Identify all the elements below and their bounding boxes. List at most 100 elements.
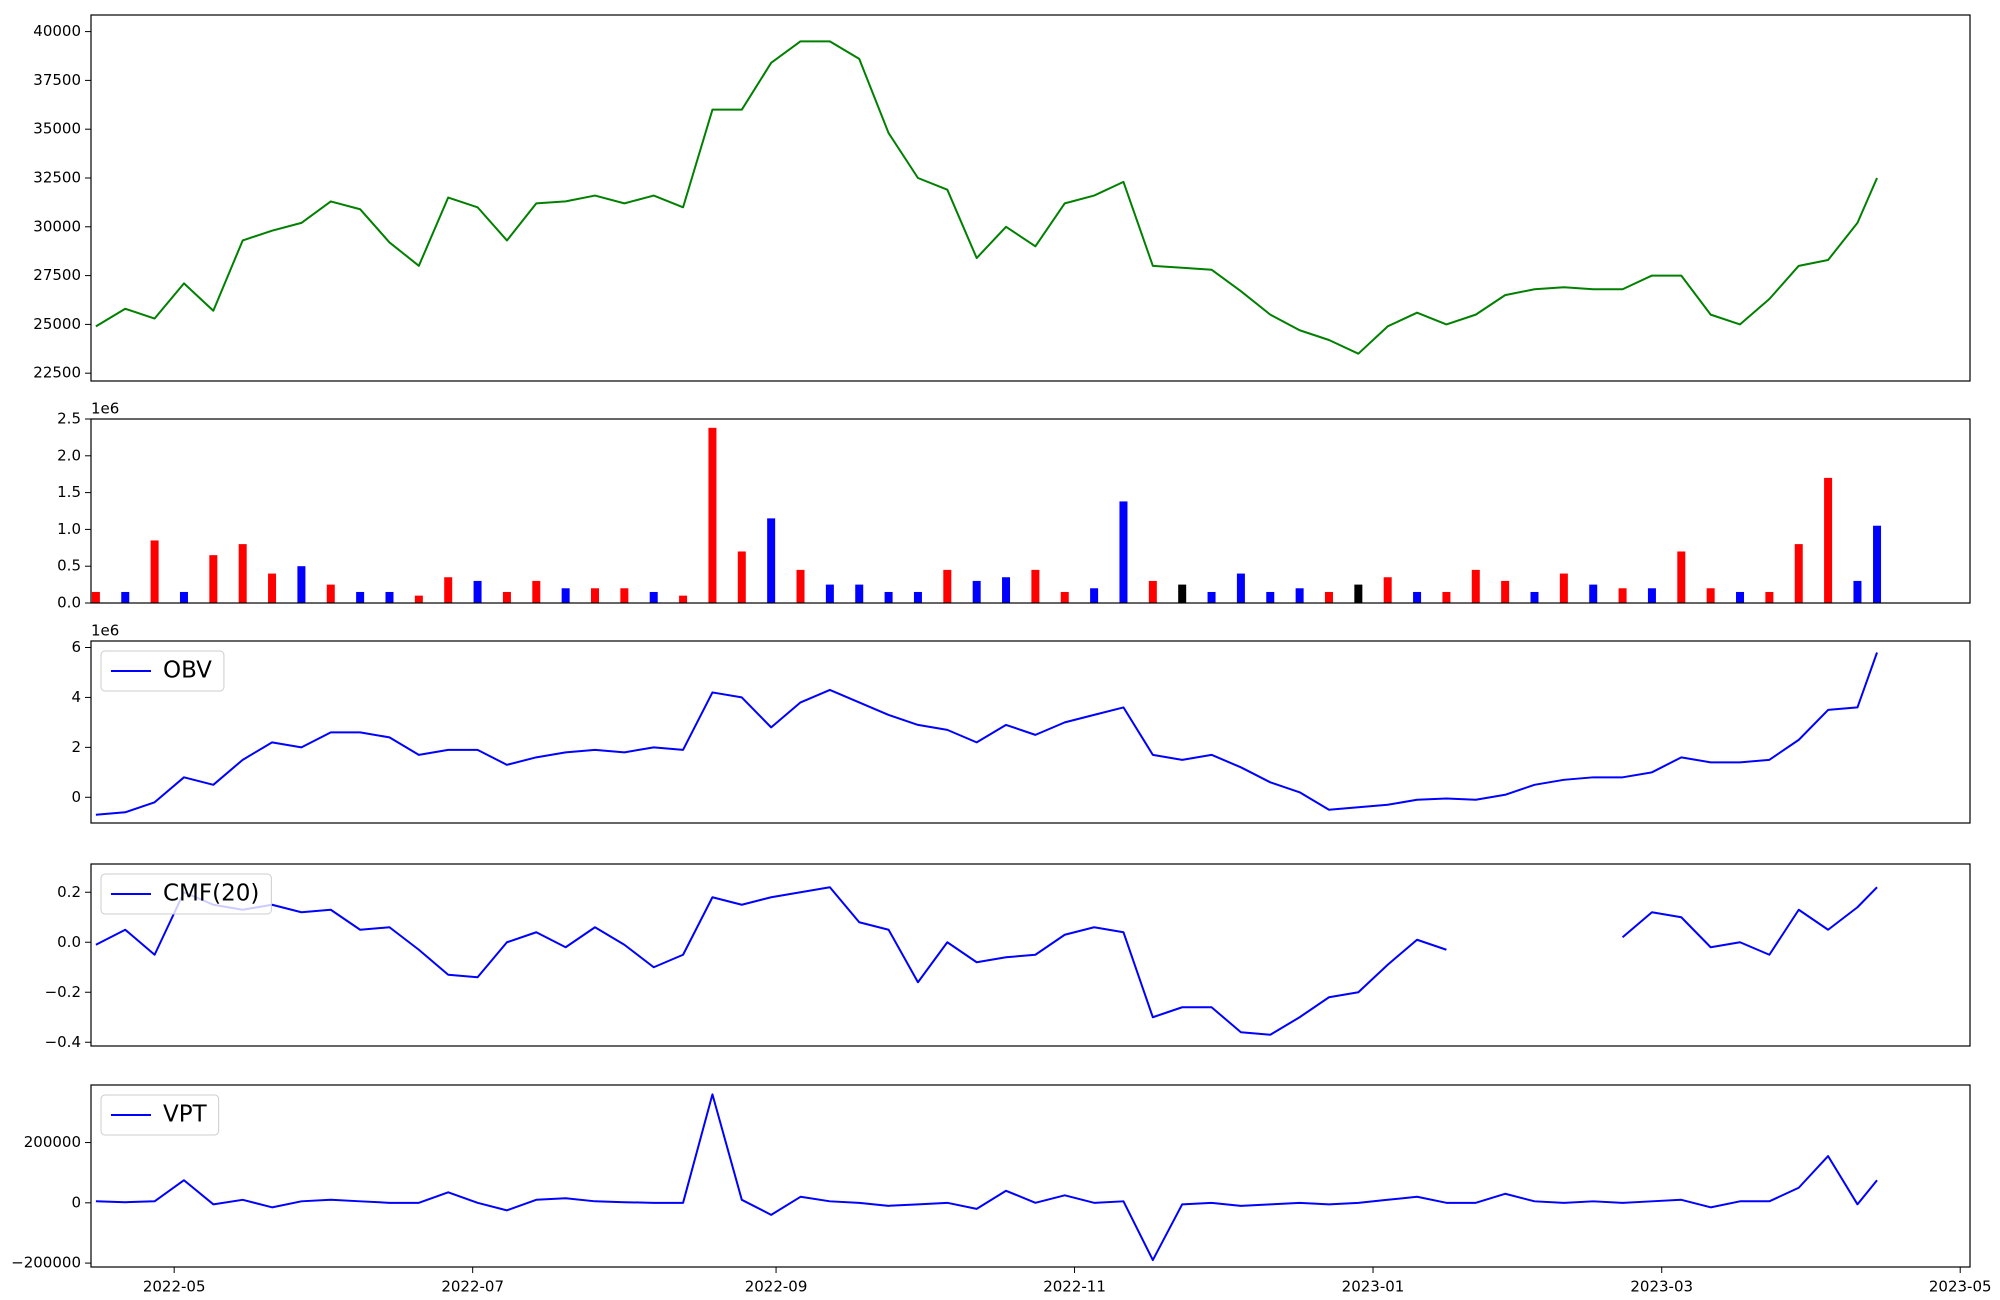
legend-label: OBV [163, 658, 212, 684]
bar [825, 584, 834, 603]
y-tick-label: 1.5 [57, 483, 81, 501]
bar [1060, 591, 1069, 603]
bar [1002, 577, 1011, 603]
bar [297, 566, 306, 603]
bar [1031, 569, 1040, 603]
bar [620, 588, 629, 603]
bar [532, 580, 541, 603]
bar [385, 591, 394, 603]
bar [1530, 591, 1539, 603]
bar [1207, 591, 1216, 603]
bar [1442, 591, 1451, 603]
y-tick-label: 22500 [33, 364, 81, 382]
legend-label: CMF(20) [163, 881, 259, 907]
axes-frame [90, 14, 1971, 382]
bar [1853, 580, 1862, 603]
y-tick-label: 37500 [33, 71, 81, 89]
bar [268, 573, 277, 603]
legend-frame [100, 873, 272, 915]
y-tick-label: 30000 [33, 217, 81, 235]
y-tick-label: 6 [71, 638, 81, 656]
line-series [95, 1093, 1878, 1262]
bar [1236, 573, 1245, 603]
bar [444, 577, 453, 603]
y-tick-label: −200000 [11, 1254, 81, 1272]
legend: CMF(20) [100, 873, 272, 915]
line-series [95, 40, 1878, 355]
bar [1559, 573, 1568, 603]
legend-frame [100, 1094, 220, 1136]
bar [1765, 591, 1774, 603]
bar [1148, 580, 1157, 603]
bar [1119, 501, 1128, 603]
bar [972, 580, 981, 603]
bar [561, 588, 570, 603]
bar [1794, 544, 1803, 603]
bar [502, 591, 511, 603]
y-tick-label: 0.2 [57, 883, 81, 901]
bar [1324, 591, 1333, 603]
legend: VPT [100, 1094, 220, 1136]
bar [1178, 584, 1187, 603]
axis-offset-label: 1e6 [91, 400, 119, 418]
legend: OBV [100, 650, 225, 692]
bar [591, 588, 600, 603]
bar [356, 591, 365, 603]
axis-offset-label: 1e6 [91, 622, 119, 640]
bar [1873, 525, 1882, 603]
panel: −0.4 −0.2 0.0 0.2 CMF(20) [45, 863, 1971, 1051]
panel: −200000 0 200000 2022-05 2022-07 2022-09 2022-… [11, 1084, 1992, 1296]
bar [1677, 551, 1686, 603]
bar [209, 555, 218, 603]
x-tick-label: 2023-05 [1929, 1278, 1992, 1296]
y-tick-label: −0.4 [45, 1033, 81, 1051]
axes-frame [90, 1084, 1971, 1268]
y-tick-label: 2 [71, 738, 81, 756]
y-tick-label: 35000 [33, 120, 81, 138]
bar [91, 591, 100, 603]
bar [150, 540, 159, 603]
bar [708, 427, 717, 603]
bar [473, 580, 482, 603]
bar [326, 584, 335, 603]
bar [767, 518, 776, 603]
bar [1266, 591, 1275, 603]
legend-frame [100, 650, 225, 692]
y-tick-label: 25000 [33, 315, 81, 333]
x-tick-label: 2023-03 [1630, 1278, 1693, 1296]
bar [1471, 569, 1480, 603]
bar [1647, 588, 1656, 603]
bar [1501, 580, 1510, 603]
axes-frame [90, 863, 1971, 1047]
y-tick-label: 0.0 [57, 933, 81, 951]
panel: 0.0 0.5 1.0 1.5 2.0 2.5 1e6 [57, 400, 1971, 612]
line-series [95, 886, 1447, 1036]
bar [1824, 477, 1833, 603]
bar [1383, 577, 1392, 603]
panel: 0 2 4 6 1e6 OBV [71, 622, 1971, 824]
y-tick-label: 0.0 [57, 594, 81, 612]
y-tick-label: 4 [71, 688, 81, 706]
bar [1090, 588, 1099, 603]
y-tick-label: 40000 [33, 22, 81, 40]
bar [679, 595, 688, 603]
bar [913, 591, 922, 603]
y-tick-label: 32500 [33, 168, 81, 186]
axes-frame [90, 640, 1971, 824]
axes-frame [90, 418, 1971, 604]
y-tick-label: 2.5 [57, 410, 81, 428]
bar [796, 569, 805, 603]
bar [179, 591, 188, 603]
panel: 22500 25000 27500 30000 32500 35000 37500 40000 [33, 14, 1971, 382]
bar [121, 591, 130, 603]
bar [1354, 584, 1363, 603]
bar [1618, 588, 1627, 603]
x-tick-label: 2022-07 [441, 1278, 504, 1296]
y-tick-label: −0.2 [45, 983, 81, 1001]
bar [649, 591, 658, 603]
bar [1295, 588, 1304, 603]
line-series [95, 652, 1878, 816]
x-tick-label: 2023-01 [1342, 1278, 1405, 1296]
legend-label: VPT [163, 1102, 208, 1128]
